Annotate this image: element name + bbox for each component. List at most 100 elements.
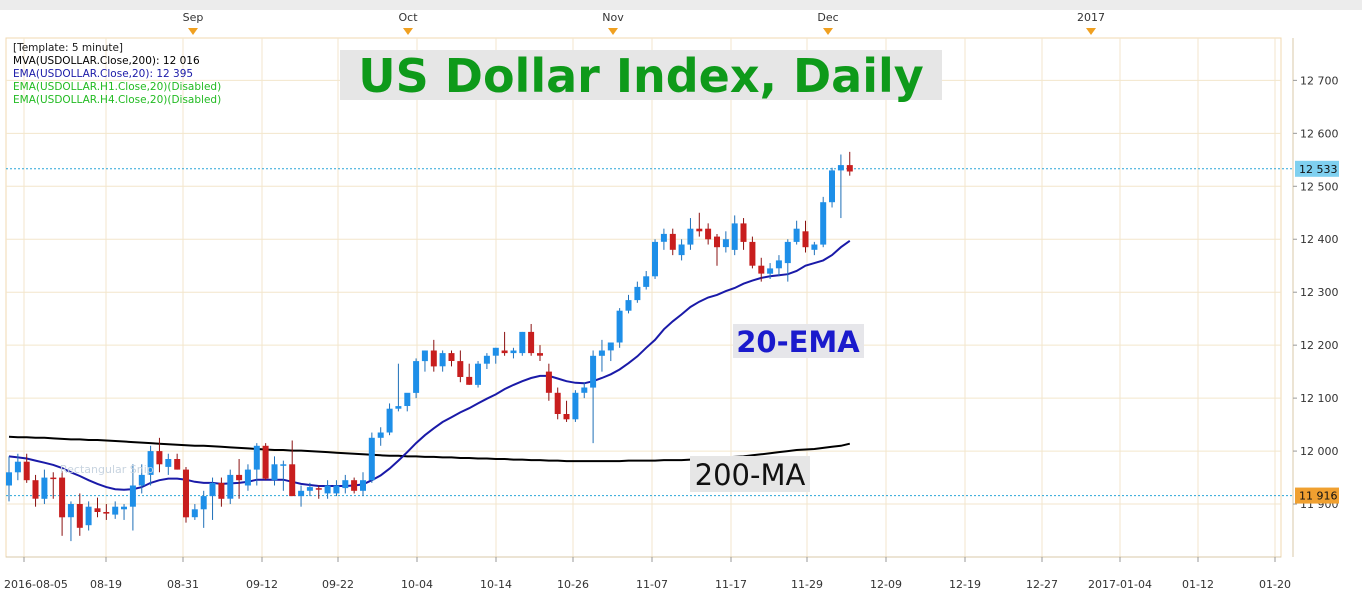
candle-body [156, 451, 163, 465]
candle-body [775, 260, 782, 269]
ema-label: 20-EMA [736, 325, 860, 359]
candle-body [129, 485, 136, 507]
candle-body [421, 350, 428, 362]
candle-body [94, 508, 101, 512]
x-tick-label: 10-14 [480, 578, 512, 591]
y-tick-label: 12 400 [1300, 233, 1339, 246]
candle-body [59, 477, 66, 518]
candle-body [227, 474, 234, 499]
y-tick-label: 12 100 [1300, 392, 1339, 405]
candle-body [386, 408, 393, 433]
watermark-text: Rectangular Snip [60, 463, 154, 476]
candle-body [103, 512, 110, 514]
candle-body [112, 506, 119, 515]
candle-body [351, 480, 358, 491]
candle-body [616, 310, 623, 343]
plot-area [5, 37, 1282, 558]
candle-body [174, 459, 181, 470]
candle-body [731, 223, 738, 250]
ema-20-line [8, 239, 851, 491]
candle-body [32, 480, 39, 499]
candle-body [519, 331, 526, 354]
candle-body [360, 480, 366, 491]
candle-body [590, 355, 597, 388]
month-markers: Sep Oct Nov Dec 2017 [183, 11, 1105, 35]
candle-body [643, 276, 650, 287]
candle-body [298, 490, 305, 497]
x-axis: 2016-08-05 08-19 08-31 09-12 09-22 10-04 10-14… [4, 556, 1291, 591]
month-marker-icon [403, 28, 413, 35]
candle-body [333, 485, 340, 494]
x-tick-label: 11-07 [636, 578, 668, 591]
x-tick-label: 08-31 [167, 578, 199, 591]
candle-body [253, 445, 260, 470]
candle-body [236, 474, 243, 481]
candle-body [218, 482, 225, 499]
candle-body [165, 459, 172, 467]
x-tick-label: 12-09 [870, 578, 902, 591]
price-marker-label: 12 533 [1299, 163, 1338, 176]
candle-body [563, 414, 570, 420]
y-tick-label: 12 200 [1300, 339, 1339, 352]
candle-body [510, 350, 517, 354]
ema-label-background [733, 324, 864, 358]
candle-body [306, 487, 313, 491]
candle-body [820, 202, 827, 245]
legend-line: EMA(USDOLLAR.H1.Close,20)(Disabled) [13, 81, 221, 93]
candle-body [280, 464, 287, 466]
candle-body [138, 474, 145, 486]
month-marker-icon [188, 28, 198, 35]
price-marker-badge [1295, 487, 1339, 504]
price-lines [6, 168, 1293, 497]
candle-body [183, 469, 189, 518]
candle-body [50, 477, 57, 480]
candle-body [572, 392, 579, 420]
x-tick-label: 2017-01-04 [1088, 578, 1152, 591]
x-tick-label: 01-20 [1259, 578, 1291, 591]
candles [6, 151, 853, 542]
candle-body [501, 350, 508, 354]
y-tick-label: 12 600 [1300, 127, 1339, 140]
ma-label: 200-MA [695, 458, 806, 492]
x-tick-label: 10-26 [557, 578, 589, 591]
candle-body [528, 331, 535, 354]
legend-line: [Template: 5 minute] [13, 42, 123, 54]
candle-body [368, 437, 375, 481]
x-tick-label: 09-22 [322, 578, 354, 591]
candle-body [121, 506, 127, 510]
month-label: 2017 [1077, 11, 1105, 24]
candle-body [41, 477, 48, 499]
candle-body [395, 406, 402, 409]
title-background [340, 50, 942, 100]
candle-body [289, 464, 296, 497]
x-tick-label: 01-12 [1182, 578, 1214, 591]
candle-body [324, 485, 331, 494]
candle-body [687, 228, 694, 245]
candle-body [14, 461, 21, 473]
candle-body [696, 228, 703, 232]
top-timeline-bar [0, 0, 1362, 10]
candle-body [749, 241, 756, 266]
candle-body [448, 353, 455, 361]
x-tick-label: 2016-08-05 [4, 578, 68, 591]
candle-body [802, 231, 809, 248]
candle-body [76, 504, 83, 528]
x-tick-label: 11-29 [791, 578, 823, 591]
candle-body [342, 480, 349, 489]
candle-body [705, 228, 712, 240]
candle-body [457, 361, 464, 377]
candle-body [23, 461, 30, 481]
candle-body [793, 228, 800, 242]
candle-body [758, 265, 765, 274]
candle-body [6, 472, 12, 486]
candle-body [545, 371, 552, 393]
y-tick-label: 12 500 [1300, 180, 1339, 193]
candle-body [466, 376, 473, 385]
month-marker-icon [823, 28, 833, 35]
candle-body [262, 445, 269, 479]
legend-line: MVA(USDOLLAR.Close,200): 12 016 [13, 55, 200, 67]
candle-body [625, 300, 632, 311]
x-tick-label: 12-27 [1026, 578, 1058, 591]
candle-body [581, 387, 588, 393]
